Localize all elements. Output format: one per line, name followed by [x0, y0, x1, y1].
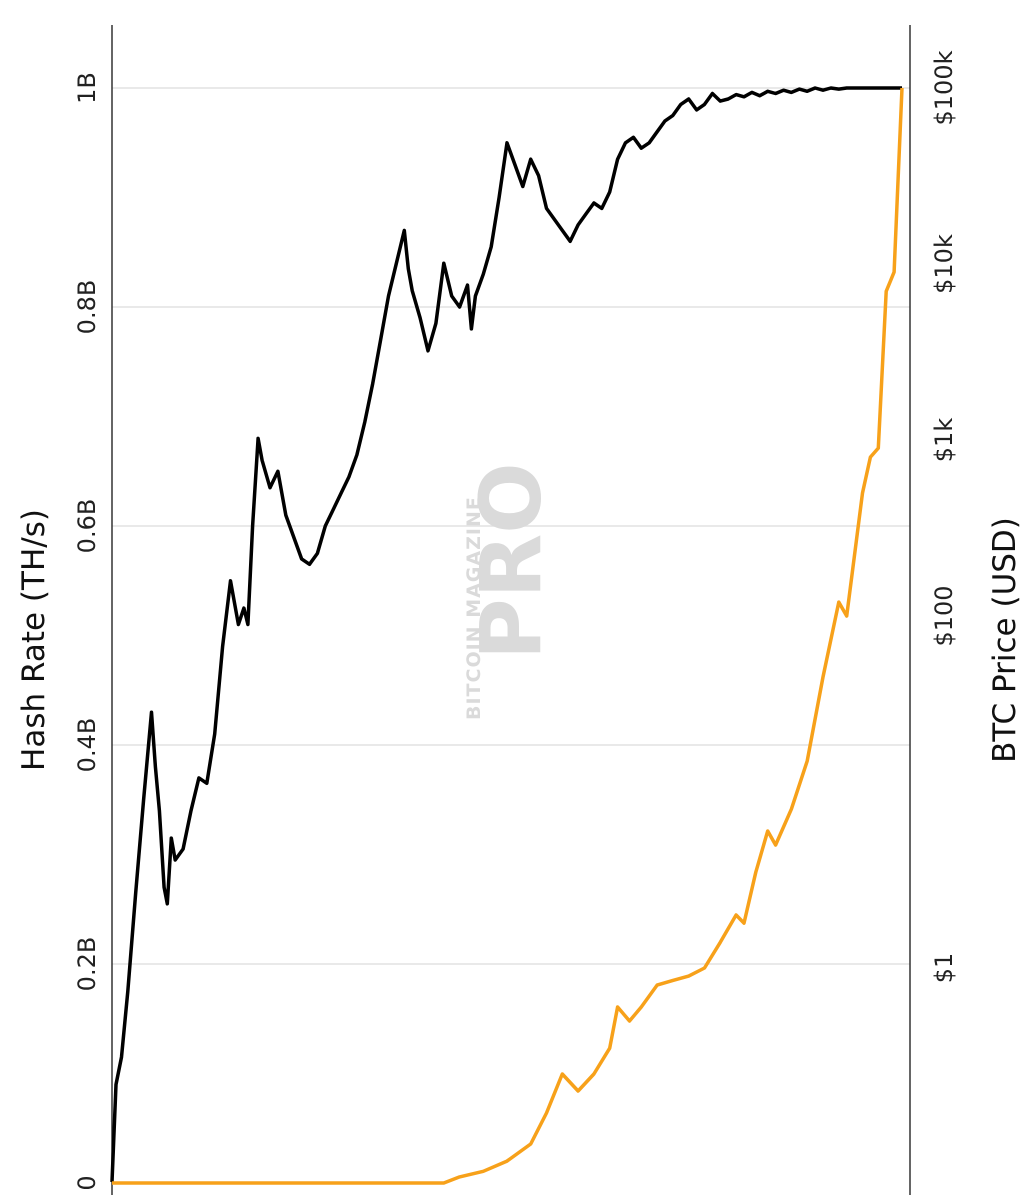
series-layer: [110, 86, 904, 1185]
right-tick-label: $1k: [930, 418, 958, 463]
left-tick-label: 0: [73, 1175, 101, 1190]
left-tick-label: 0.8B: [73, 280, 101, 335]
right-tick-label: $10k: [930, 234, 958, 294]
left-tick-label: 0.2B: [73, 937, 101, 992]
gridlines: [112, 87, 910, 965]
watermark-line1: BITCOIN MAGAZINE: [463, 496, 485, 720]
watermark-line2: PRO: [462, 462, 560, 660]
left-axis-ticks: 0 0.2B 0.4B 0.6B 0.8B 1B: [73, 72, 101, 1191]
right-axis-title: BTC Price (USD): [987, 517, 1023, 763]
left-tick-label: 1B: [73, 72, 101, 104]
left-axis-title: Hash Rate (TH/s): [16, 509, 52, 771]
btc-price-series-line: [112, 87, 904, 1185]
right-tick-label: $100k: [930, 50, 958, 125]
watermark: BITCOIN MAGAZINE PRO: [462, 462, 560, 720]
hash-rate-series-line: [110, 86, 902, 1182]
left-tick-label: 0.6B: [73, 499, 101, 554]
right-tick-label: $100: [930, 585, 958, 646]
right-tick-label: $1: [930, 953, 958, 984]
right-axis-ticks: $1 $100 $1k $10k $100k: [930, 50, 958, 983]
left-tick-label: 0.4B: [73, 718, 101, 773]
